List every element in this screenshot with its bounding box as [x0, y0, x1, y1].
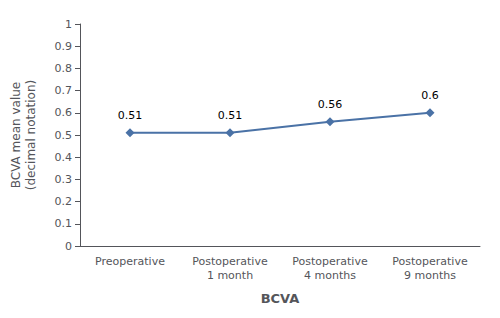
svg-text:0.51: 0.51 — [218, 109, 243, 122]
svg-text:0.6: 0.6 — [55, 106, 73, 119]
svg-text:0.7: 0.7 — [55, 84, 73, 97]
svg-text:0.2: 0.2 — [55, 195, 73, 208]
svg-text:0: 0 — [65, 240, 72, 253]
svg-text:1 month: 1 month — [207, 269, 253, 282]
svg-text:9 months: 9 months — [404, 269, 456, 282]
svg-text:0.1: 0.1 — [55, 217, 73, 230]
svg-text:0.56: 0.56 — [318, 98, 343, 111]
svg-text:0.4: 0.4 — [55, 151, 73, 164]
svg-text:Postoperative: Postoperative — [192, 255, 268, 268]
svg-text:0.51: 0.51 — [118, 109, 143, 122]
svg-text:0.5: 0.5 — [55, 129, 73, 142]
svg-text:0.6: 0.6 — [421, 89, 439, 102]
svg-text:0.3: 0.3 — [55, 173, 73, 186]
svg-text:0.9: 0.9 — [55, 40, 73, 53]
svg-text:1: 1 — [65, 18, 72, 31]
svg-text:BCVA mean value: BCVA mean value — [9, 82, 23, 189]
svg-text:(decimal notation): (decimal notation) — [24, 80, 38, 190]
svg-text:Preoperative: Preoperative — [95, 255, 165, 268]
svg-text:Postoperative: Postoperative — [292, 255, 368, 268]
svg-text:0.8: 0.8 — [55, 62, 73, 75]
svg-text:4 months: 4 months — [304, 269, 356, 282]
svg-text:Postoperative: Postoperative — [392, 255, 468, 268]
svg-text:BCVA: BCVA — [261, 291, 300, 306]
